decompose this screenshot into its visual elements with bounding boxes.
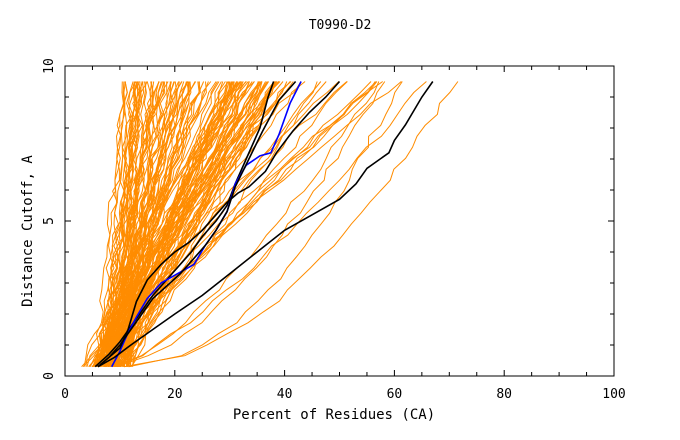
- chart-title: T0990-D2: [309, 18, 372, 33]
- other-model-line: [116, 81, 139, 367]
- other-model-line: [98, 81, 228, 368]
- y-tick-label: 10: [42, 58, 57, 74]
- other-model-line: [118, 81, 261, 367]
- other-model-line: [107, 81, 242, 367]
- other-model-line: [99, 81, 128, 367]
- y-tick-label: 5: [42, 217, 57, 225]
- other-model-line: [96, 81, 207, 367]
- other-model-line: [105, 81, 166, 367]
- other-model-line: [99, 81, 180, 367]
- other-model-line: [123, 81, 459, 368]
- x-axis-label: Percent of Residues (CA): [233, 407, 435, 423]
- other-model-line: [103, 81, 137, 367]
- other-model-line: [122, 81, 172, 367]
- other-model-line: [103, 81, 263, 368]
- x-tick-label: 60: [387, 387, 403, 402]
- x-tick-label: 80: [496, 387, 512, 402]
- series-line-3: [97, 80, 341, 368]
- x-tick-label: 0: [61, 387, 69, 402]
- x-tick-label: 40: [277, 387, 293, 402]
- other-model-line: [125, 81, 235, 367]
- axes: 0 20 40 60 80 100 0 5 10: [42, 58, 626, 402]
- y-tick-label: 0: [42, 372, 57, 380]
- other-model-line: [110, 81, 318, 368]
- other-model-line: [116, 81, 386, 368]
- other-model-line: [128, 81, 260, 367]
- other-model-line: [126, 81, 244, 367]
- other-model-line: [108, 81, 176, 367]
- other-model-line: [128, 81, 403, 368]
- x-tick-label: 20: [167, 387, 183, 402]
- other-model-line: [105, 81, 377, 368]
- other-model-line: [122, 81, 243, 367]
- other-model-line: [105, 81, 348, 368]
- other-models-lines: [81, 81, 459, 368]
- series-line-4: [97, 81, 434, 368]
- series-line-2: [97, 80, 297, 368]
- other-model-line: [100, 81, 200, 367]
- other-model-line: [114, 81, 126, 367]
- other-model-line: [131, 81, 249, 367]
- other-model-line: [112, 81, 380, 368]
- other-model-line: [82, 81, 291, 368]
- x-tick-label: 100: [602, 387, 625, 402]
- other-model-line: [95, 81, 125, 367]
- other-model-line: [99, 81, 247, 367]
- y-axis-label: Distance Cutoff, A: [20, 155, 36, 307]
- highlighted-models-lines: [94, 80, 434, 368]
